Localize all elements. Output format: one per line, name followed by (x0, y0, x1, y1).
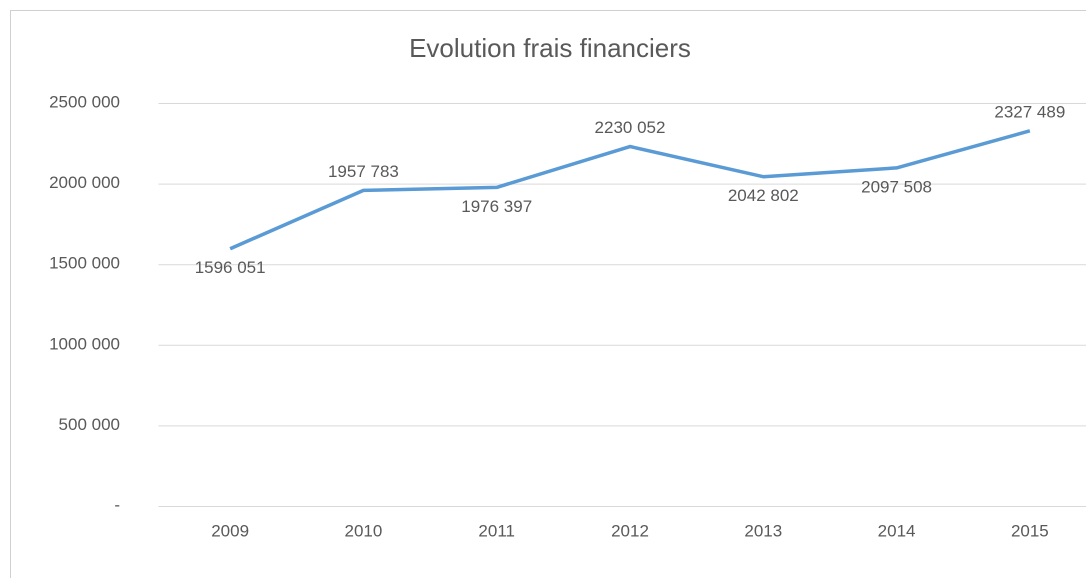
chart-border (10, 10, 1086, 578)
y-tick-label: 2000 000 (49, 173, 120, 192)
y-tick-label: - (114, 495, 120, 514)
y-tick-label: 1500 000 (49, 254, 120, 273)
data-label: 1596 051 (195, 258, 266, 277)
y-tick-label: 2500 000 (49, 92, 120, 111)
x-tick-label: 2014 (878, 521, 916, 540)
x-tick-label: 2009 (211, 521, 249, 540)
data-label: 2042 802 (728, 186, 799, 205)
data-label: 2230 052 (595, 118, 666, 137)
x-tick-label: 2012 (611, 521, 649, 540)
line (229, 129, 1031, 251)
y-tick-label: 1000 000 (49, 334, 120, 353)
y-tick-label: 500 000 (59, 415, 120, 434)
x-tick-label: 2013 (744, 521, 782, 540)
x-tick-label: 2011 (478, 521, 515, 540)
x-tick-label: 2015 (1011, 521, 1049, 540)
data-label: 2097 508 (861, 177, 932, 196)
data-label: 1976 397 (461, 197, 532, 216)
chart-title: Evolution frais financiers (409, 33, 691, 63)
data-label: 2327 489 (994, 102, 1065, 121)
data-label: 1957 783 (328, 162, 399, 181)
x-tick-label: 2010 (345, 521, 383, 540)
